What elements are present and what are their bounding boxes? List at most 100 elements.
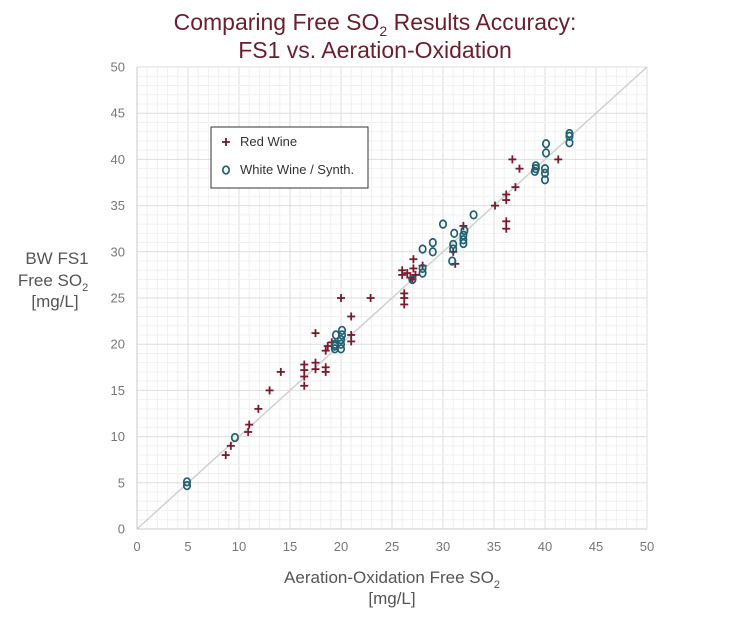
y-tick-label: 0 [118,522,125,537]
data-point-red-wine [276,367,285,376]
data-point-red-wine [226,441,235,450]
legend-circle-icon [221,165,231,175]
x-tick-labels: 0 5 10 15 20 25 30 35 40 45 50 [133,539,654,554]
chart-title-line-1: Comparing Free SO2 Results Accuracy: [174,9,577,39]
x-tick-label: 45 [589,539,603,554]
data-point-white-wine [428,237,437,248]
x-tick-label: 50 [640,539,654,554]
y-tick-label: 15 [111,383,125,398]
data-point-red-wine [323,342,332,351]
y-tick-labels: 0 5 10 15 20 25 30 35 40 45 50 [111,60,125,537]
data-point-red-wine [409,264,418,273]
x-tick-label: 20 [334,539,348,554]
data-point-red-wine [366,294,375,302]
data-point-red-wine [254,404,263,413]
x-tick-label: 35 [487,539,501,554]
data-point-red-wine [459,221,468,230]
x-tick-label: 15 [283,539,297,554]
y-tick-label: 5 [118,475,125,490]
data-point-white-wine [449,244,458,254]
y-tick-label: 30 [111,244,125,259]
reference-line-group [136,66,648,530]
data-point-red-wine [265,386,274,395]
axes [136,67,647,530]
data-point-red-wine [244,427,253,436]
legend-plus-icon [222,138,230,146]
x-tick-label: 30 [436,539,450,554]
data-point-white-wine [428,247,437,257]
data-point-white-wine [540,175,550,185]
data-point-white-wine [541,139,551,149]
data-point-red-wine [400,289,409,298]
data-point-red-wine [403,269,412,278]
data-point-red-wine [502,224,511,233]
data-point-red-wine [245,420,254,429]
data-point-white-wine [449,239,458,250]
data-point-white-wine [541,148,551,158]
data-point-white-wine [337,325,347,335]
y-tick-label: 10 [111,429,125,444]
y-axis-label-line-1: BW FS1 [25,249,88,268]
y-axis-label-line-3: [mg/L] [31,292,78,311]
data-point-red-wine [300,381,309,390]
data-point-red-wine [311,358,320,367]
data-point-white-wine [459,235,468,245]
x-tick-label: 0 [133,539,140,554]
data-point-white-wine [565,128,574,139]
data-point-red-wine [337,294,345,302]
data-point-red-wine [311,329,320,338]
data-point-white-wine [182,480,192,491]
data-point-white-wine [540,168,550,178]
data-point-white-wine [336,334,346,345]
data-point-white-wine [438,219,448,229]
legend-label-red-wine: Red Wine [240,134,297,149]
data-point-red-wine [321,363,330,372]
data-point-red-wine [300,360,309,369]
data-point-red-wine [321,346,330,355]
data-point-red-wine [491,201,500,210]
data-point-red-wine [347,312,356,321]
data-point-red-wine [398,266,407,275]
data-point-white-wine [418,244,427,254]
data-point-red-wine [554,155,563,164]
data-point-red-wine [511,183,520,192]
data-point-red-wine [347,330,356,339]
data-point-white-wine [448,256,457,266]
data-point-white-wine [230,432,239,443]
x-tick-label: 5 [184,539,191,554]
reference-line [136,66,648,530]
data-point-white-wine [459,230,468,240]
data-point-white-wine [469,210,478,220]
data-point-white-wine [336,344,346,354]
data-point-red-wine [508,155,517,164]
data-point-white-wine [460,225,469,236]
data-point-red-wine [409,255,418,264]
y-tick-label: 40 [111,152,125,167]
data-point-white-wine [418,263,427,274]
y-tick-label: 20 [111,337,125,352]
x-tick-label: 25 [385,539,399,554]
data-point-white-wine [450,228,459,238]
legend-label-white-wine: White Wine / Synth. [240,162,354,177]
legend-marker-red-wine [222,138,230,146]
legend-box [210,126,369,189]
y-tick-label: 35 [111,198,125,213]
x-tick-label: 40 [538,539,552,554]
data-point-white-wine [540,163,550,174]
legend: Red Wine White Wine / Synth. [210,126,369,189]
x-axis-label-line-2: [mg/L] [368,589,415,608]
data-point-white-wine [531,161,540,171]
y-tick-label: 50 [111,60,125,75]
x-tick-label: 10 [232,539,246,554]
data-point-white-wine [408,274,417,285]
data-point-red-wine [502,217,511,226]
data-point-red-wine [221,451,230,460]
x-axis-label-line-1: Aeration-Oxidation Free SO2 [284,568,500,591]
data-point-white-wine [418,268,427,278]
data-point-red-wine [515,164,524,173]
y-tick-label: 45 [111,106,125,121]
chart-title-line-2: FS1 vs. Aeration-Oxidation [238,37,512,63]
data-point-white-wine [565,138,574,148]
